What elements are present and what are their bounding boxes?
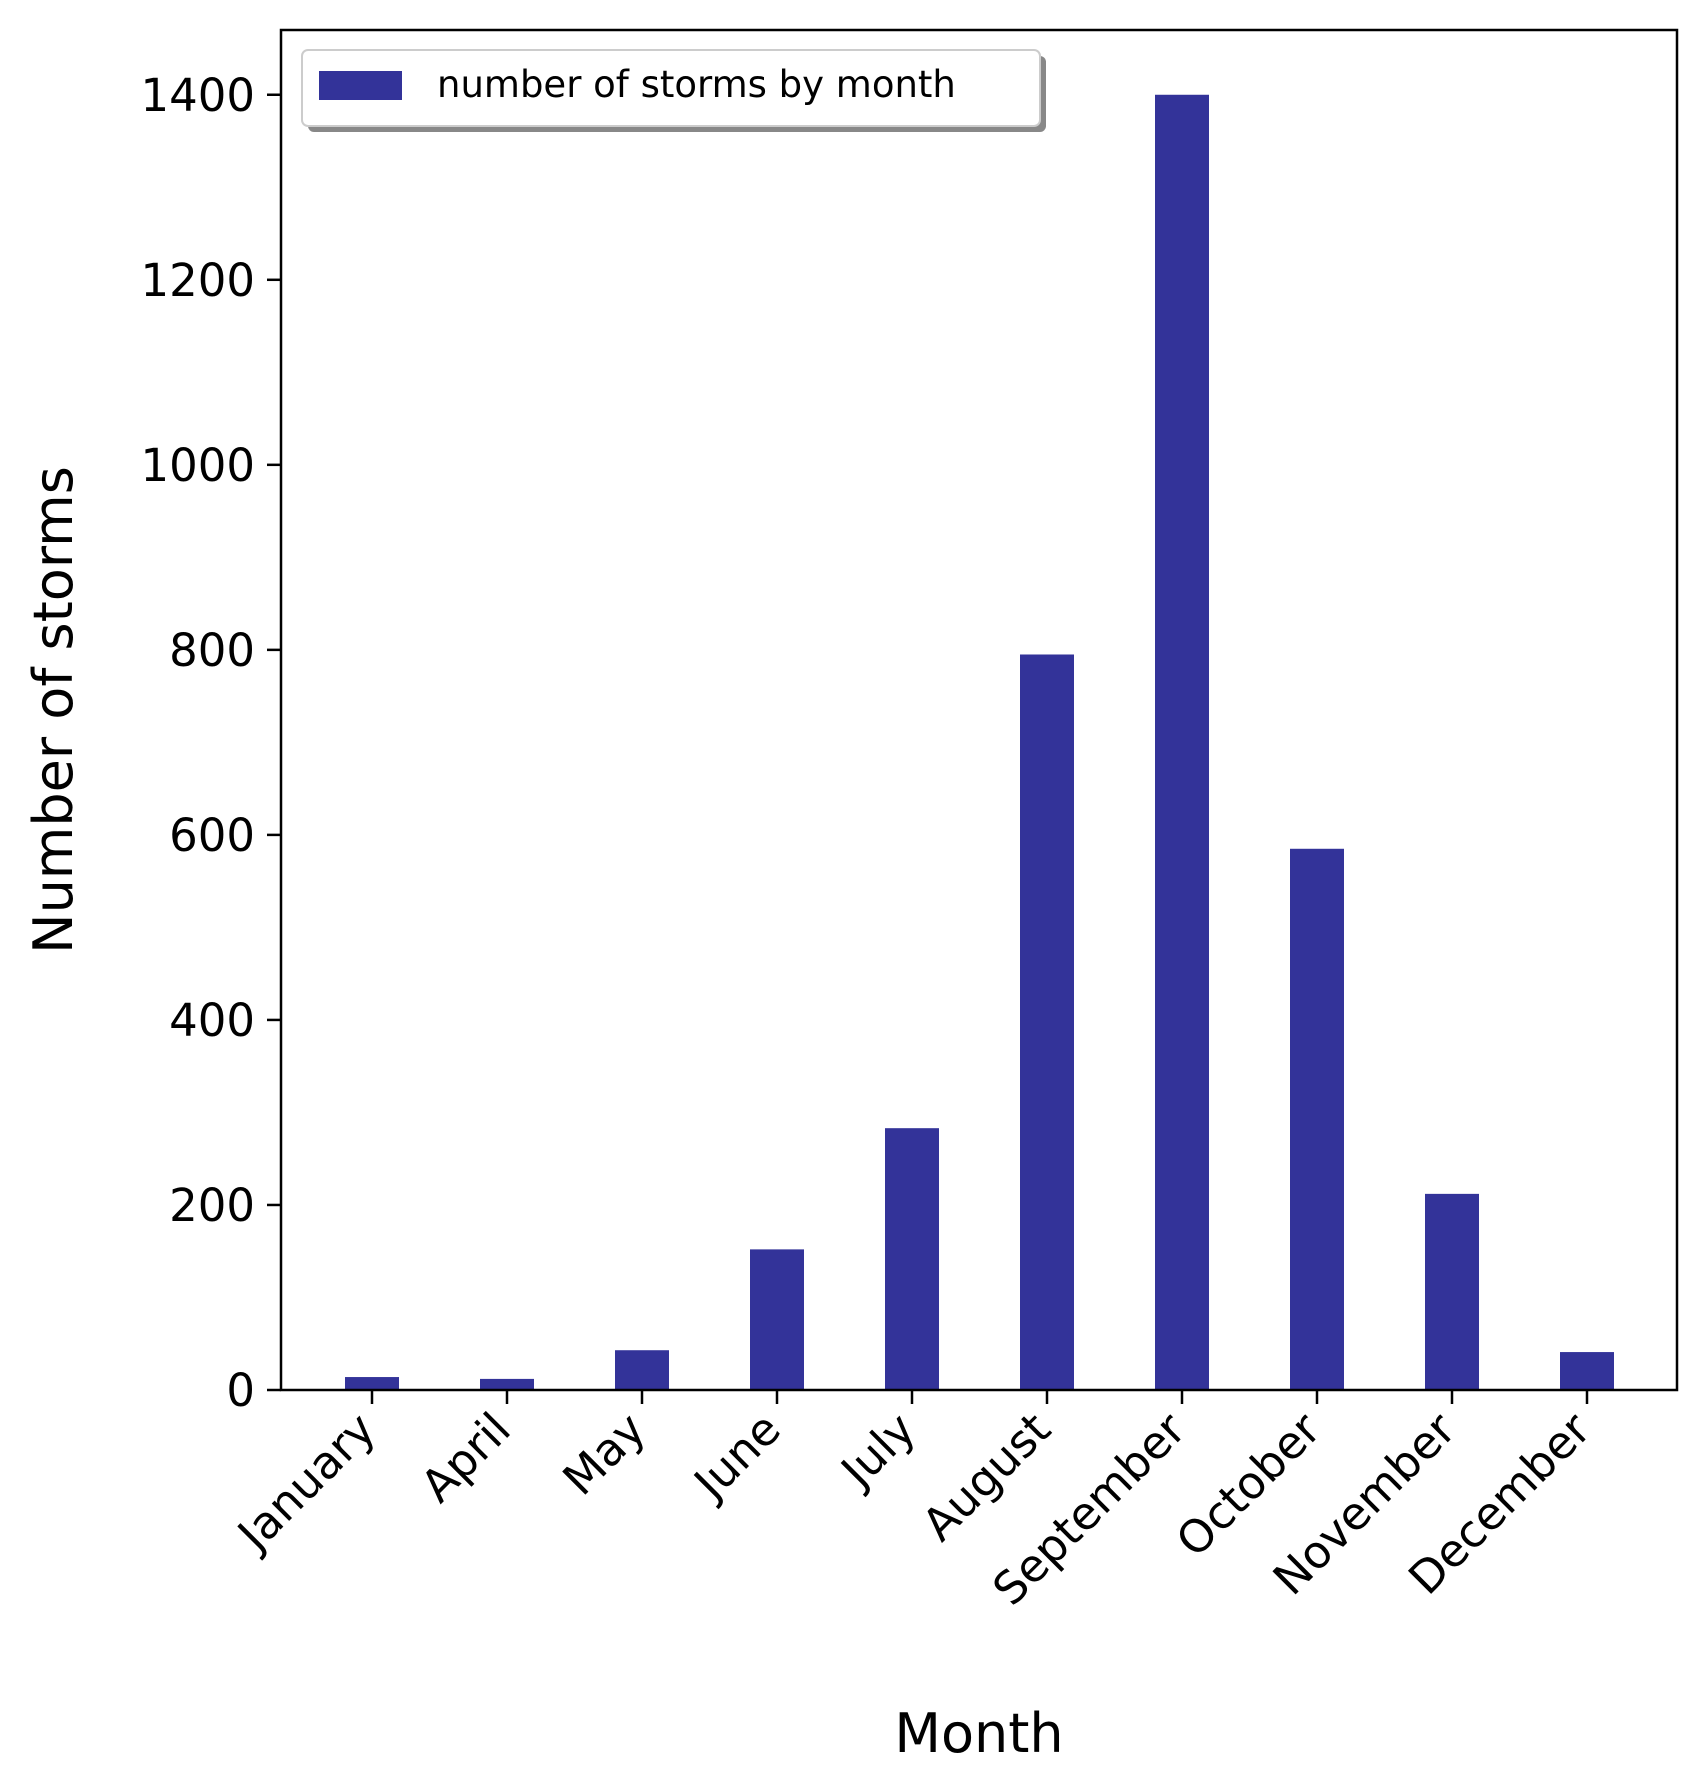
y-tick-label: 1000	[140, 439, 255, 492]
bar-july	[885, 1128, 939, 1390]
x-tick-label: May	[553, 1402, 656, 1505]
legend-label: number of storms by month	[437, 63, 956, 106]
y-axis-title: Number of storms	[22, 466, 85, 954]
x-tick-label: June	[682, 1402, 791, 1511]
x-tick-label: January	[226, 1402, 386, 1562]
bar-january	[345, 1377, 399, 1390]
plot-frame	[279, 28, 1679, 1392]
y-tick-label: 0	[226, 1364, 255, 1417]
y-axis: 0 200 400 600 800 1000 1200 1400	[140, 69, 281, 1417]
y-tick-label: 200	[169, 1179, 255, 1232]
y-tick-label: 800	[169, 624, 255, 677]
bar-november	[1425, 1193, 1479, 1390]
y-tick-label: 1400	[140, 69, 255, 122]
x-axis: January April May June JulyAugustSeptemberOc…	[226, 1390, 1601, 1616]
legend-swatch	[319, 71, 402, 100]
y-tick-label: 400	[169, 994, 255, 1047]
x-tick-label: April	[411, 1402, 521, 1512]
bar-may	[615, 1350, 669, 1390]
y-tick-label: 1200	[140, 254, 255, 307]
bar-december	[1560, 1352, 1614, 1390]
x-tick-label: July	[829, 1402, 926, 1499]
bar-june	[750, 1249, 804, 1390]
y-tick-label: 600	[169, 809, 255, 862]
legend: number of storms by month	[301, 49, 1046, 132]
bar-october	[1290, 848, 1344, 1390]
bar-august	[1020, 654, 1074, 1390]
bar-september	[1155, 94, 1209, 1390]
x-axis-title: Month	[894, 1702, 1063, 1765]
bars-group	[345, 94, 1614, 1390]
bar-april	[480, 1378, 534, 1390]
legend-box	[301, 49, 1041, 127]
